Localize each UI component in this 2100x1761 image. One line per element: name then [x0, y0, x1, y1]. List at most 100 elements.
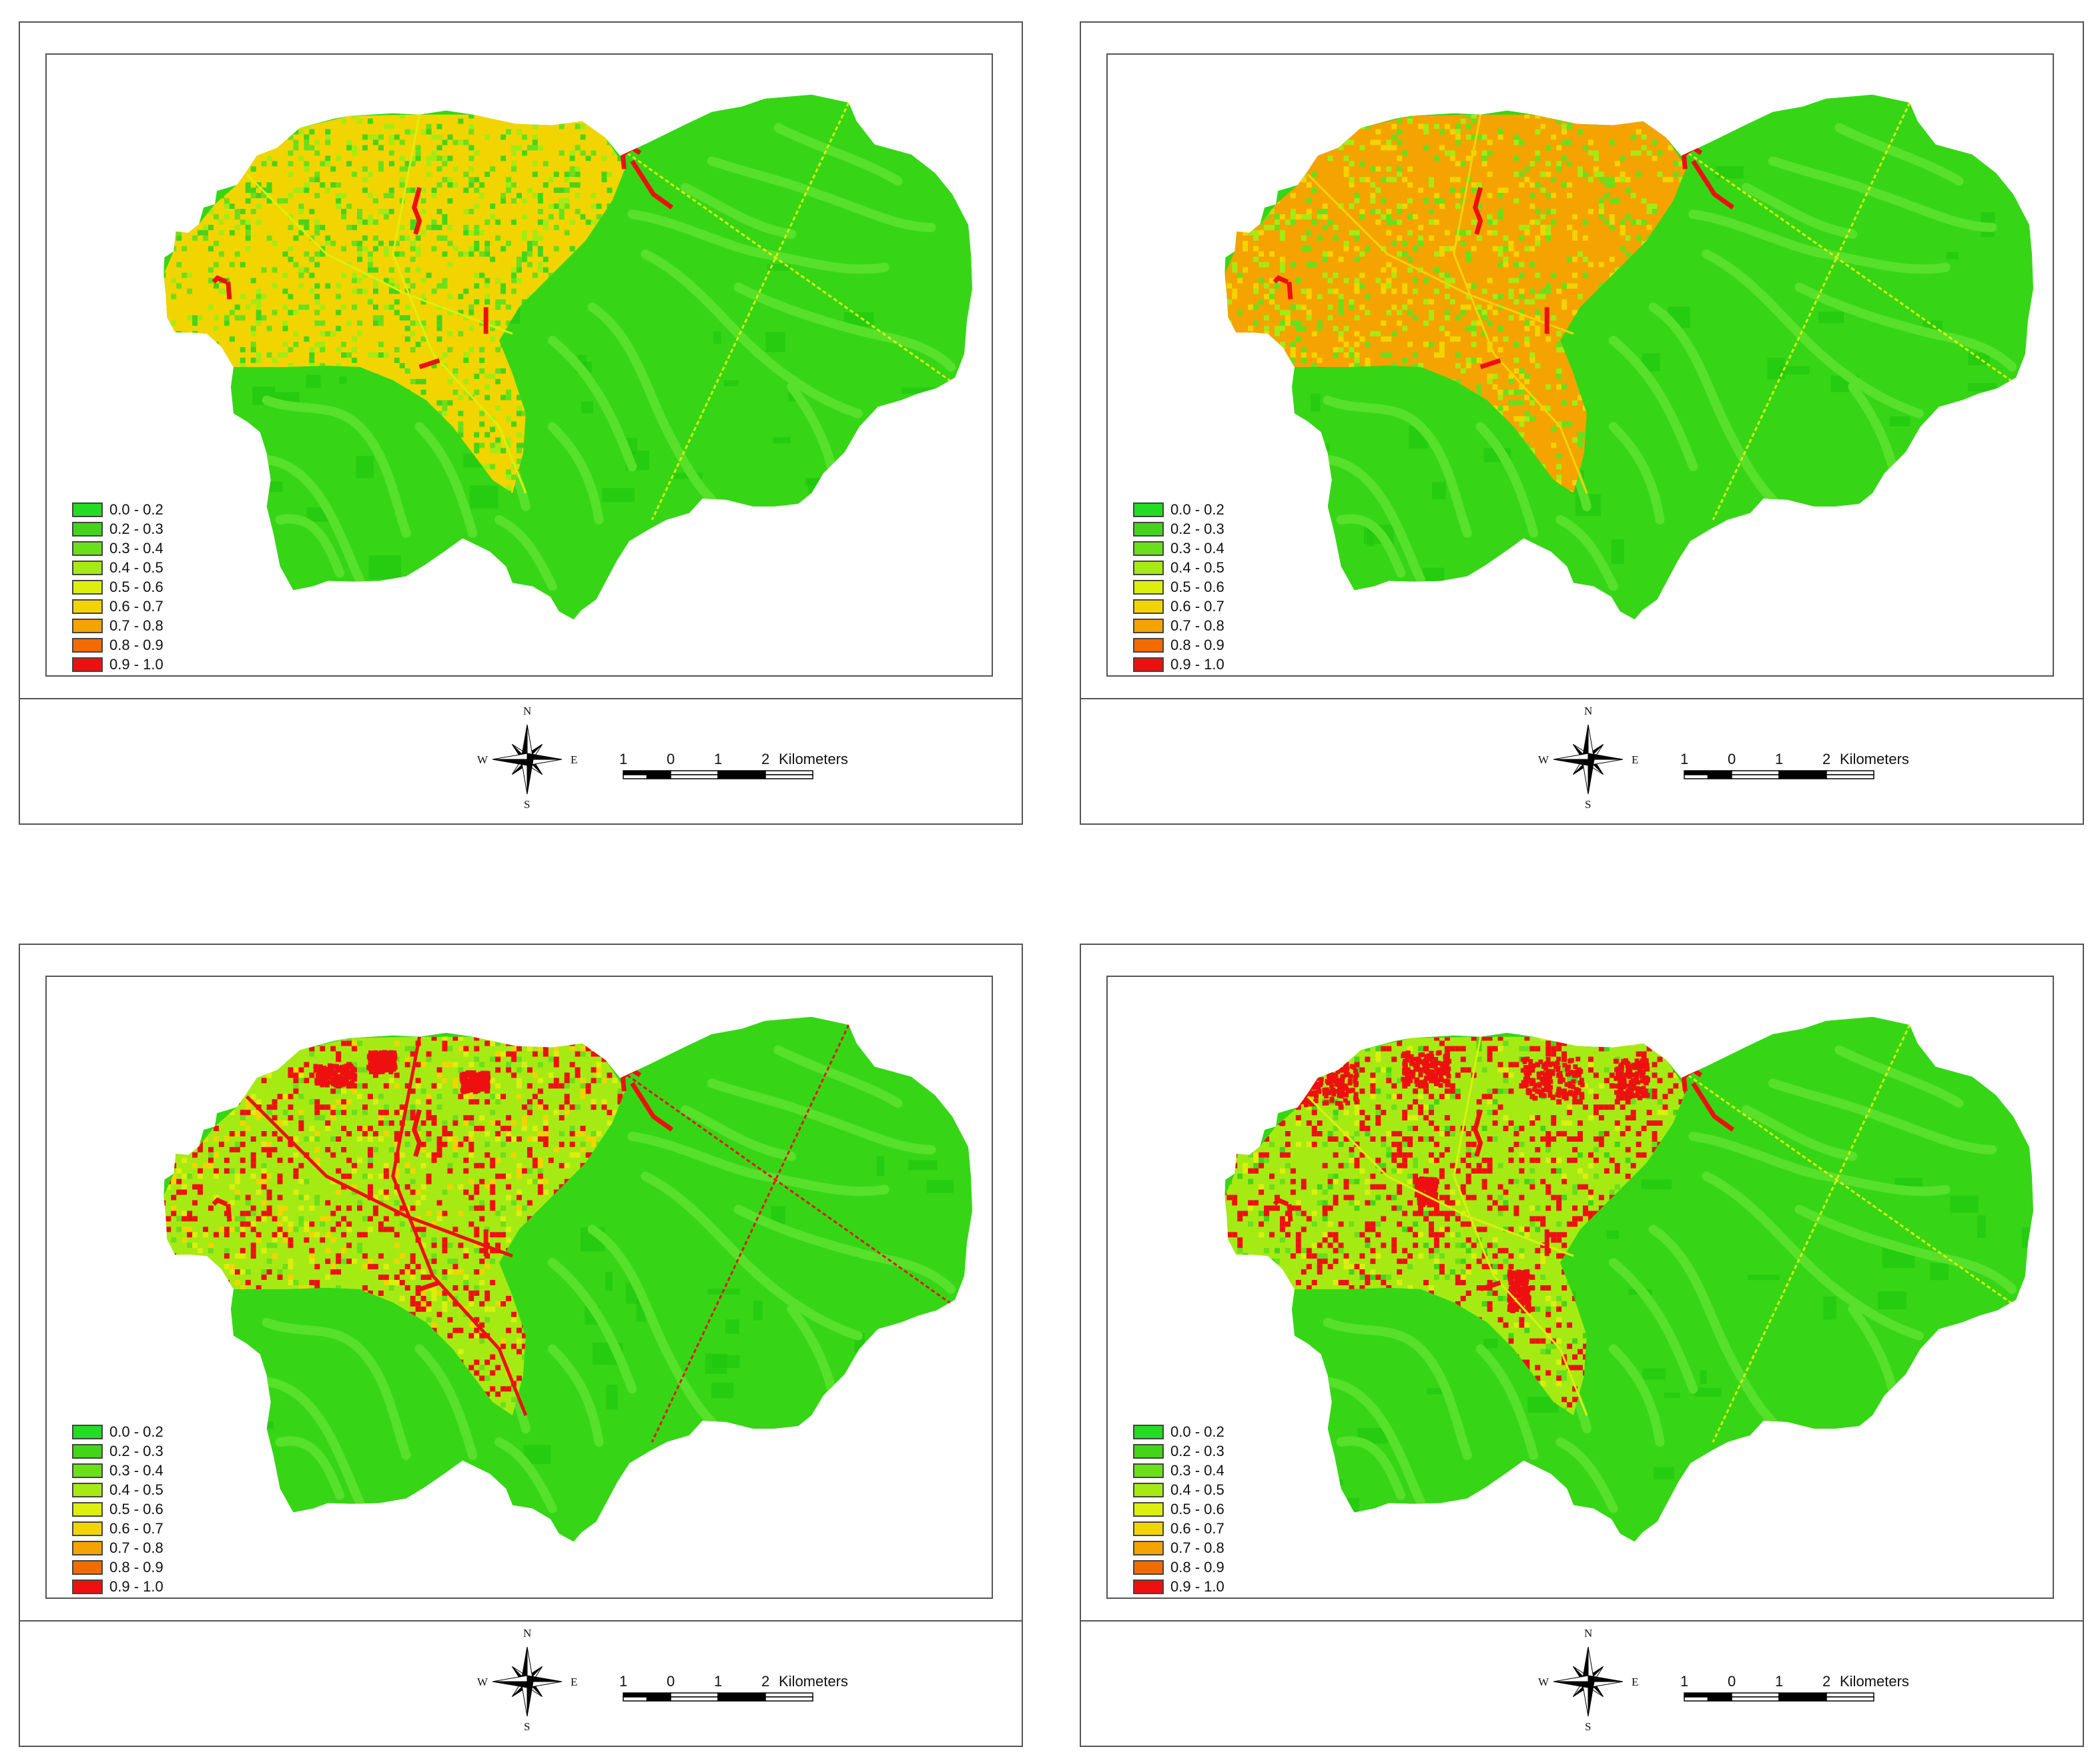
- legend-item: 0.7 - 0.8: [72, 1538, 163, 1557]
- legend-label: 0.4 - 0.5: [109, 559, 163, 576]
- legend-item: 0.9 - 1.0: [72, 655, 163, 674]
- high-suitability-feature: [418, 358, 440, 370]
- high-suitability-feature: [1273, 275, 1289, 284]
- north-arrow: N S W E: [1538, 1627, 1638, 1734]
- compass-e-label: E: [1632, 1676, 1639, 1688]
- legend-item: 0.4 - 0.5: [72, 558, 163, 577]
- scale-tick-label: 1: [1775, 1673, 1784, 1690]
- legend-label: 0.4 - 0.5: [1170, 559, 1224, 576]
- legend-label: 0.2 - 0.3: [109, 1442, 163, 1459]
- valley-stream: [733, 1204, 956, 1294]
- high-suitability-feature: [1691, 159, 1735, 210]
- legend-item: 0.0 - 0.2: [72, 500, 163, 519]
- valley-stream: [1848, 1304, 1897, 1394]
- valley-stream: [414, 1344, 478, 1460]
- legend-swatch: [1133, 1482, 1164, 1497]
- road-line: [1453, 1036, 1588, 1416]
- valley-stream: [707, 1078, 936, 1154]
- legend-item: 0.4 - 0.5: [1133, 558, 1224, 577]
- valley-stream: [1303, 1377, 1425, 1507]
- map-panel-bottom-left: 0.0 - 0.2 0.2 - 0.3 0.3 - 0.4 0.4 - 0.5 0.5 …: [19, 944, 1023, 1747]
- legend-item: 0.7 - 0.8: [1133, 616, 1224, 635]
- legend: 0.0 - 0.2 0.2 - 0.3 0.3 - 0.4 0.4 - 0.5 0.5 …: [72, 500, 163, 674]
- valley-stream: [1608, 422, 1665, 524]
- scale-tick-label: 1: [714, 1673, 723, 1690]
- valley-stream: [1702, 1171, 1924, 1341]
- road-line: [392, 114, 527, 494]
- compass-rose-icon: [492, 1646, 563, 1717]
- legend-label: 0.7 - 0.8: [1170, 617, 1224, 634]
- high-suitability-feature: [412, 1109, 422, 1157]
- legend-label: 0.9 - 1.0: [1170, 655, 1224, 673]
- legend-swatch: [72, 1501, 103, 1517]
- legend-label: 0.8 - 0.9: [1170, 636, 1224, 653]
- valley-stream: [1608, 1258, 1698, 1394]
- valley-stream: [275, 1436, 345, 1500]
- legend-swatch: [1133, 579, 1164, 595]
- valley-stream: [1323, 395, 1472, 538]
- valley-stream: [1608, 1344, 1665, 1447]
- road-line: [605, 1059, 969, 1317]
- compass-w-label: W: [1538, 753, 1549, 766]
- valley-stream: [494, 1437, 557, 1513]
- road-line: [1712, 1024, 1911, 1443]
- legend-swatch: [72, 502, 103, 517]
- valley-stream: [1648, 1224, 1778, 1427]
- legend-swatch: [72, 1482, 103, 1497]
- valley-stream: [1834, 123, 1964, 186]
- compass-s-label: S: [1585, 1720, 1592, 1733]
- legend-label: 0.5 - 0.6: [1170, 1500, 1224, 1517]
- layout-divider: [20, 698, 1022, 699]
- legend-swatch: [1133, 521, 1164, 537]
- valley-stream: [641, 249, 863, 418]
- compass-w-label: W: [477, 1676, 488, 1688]
- valley-stream: [1741, 1105, 1858, 1161]
- valley-stream: [1555, 515, 1618, 591]
- high-suitability-feature: [418, 1280, 440, 1292]
- scale-unit-label: Kilometers: [779, 1673, 848, 1690]
- scale-tick-label: 2: [761, 1673, 770, 1690]
- legend-item: 0.8 - 0.9: [1133, 635, 1224, 655]
- legend-label: 0.8 - 0.9: [1170, 1558, 1224, 1575]
- urban-zone: [1224, 1036, 1687, 1416]
- legend-item: 0.4 - 0.5: [1133, 1480, 1224, 1499]
- road-line: [1666, 137, 2030, 395]
- legend-label: 0.6 - 0.7: [109, 1519, 163, 1537]
- legend: 0.0 - 0.2 0.2 - 0.3 0.3 - 0.4 0.4 - 0.5 0.5 …: [72, 1422, 163, 1596]
- legend-swatch: [1133, 657, 1164, 672]
- compass-n-label: N: [1584, 705, 1593, 717]
- legend-item: 0.2 - 0.3: [1133, 1441, 1224, 1461]
- high-suitability-feature: [1473, 1109, 1483, 1157]
- high-suitability-feature: [1287, 282, 1293, 300]
- valley-stream: [787, 382, 836, 472]
- legend-item: 0.6 - 0.7: [72, 1519, 163, 1538]
- road-line: [1666, 1059, 2030, 1317]
- legend-item: 0.6 - 0.7: [1133, 1519, 1224, 1538]
- valley-stream: [680, 1105, 797, 1161]
- legend-item: 0.0 - 0.2: [72, 1422, 163, 1441]
- layout-divider: [1081, 1620, 2083, 1622]
- valley-stream: [1702, 249, 1924, 418]
- scale-tick-label: 1: [1775, 751, 1784, 767]
- scale-tick-label: 0: [1728, 751, 1736, 767]
- scale-tick-label: 1: [1680, 1673, 1689, 1690]
- legend-swatch: [1133, 560, 1164, 575]
- valley-stream: [262, 1317, 411, 1460]
- legend-swatch: [72, 599, 103, 614]
- legend-swatch: [1133, 502, 1164, 517]
- valley-stream: [1794, 282, 2017, 372]
- valley-stream: [587, 302, 717, 505]
- compass-n-label: N: [1584, 1627, 1593, 1640]
- compass-w-label: W: [477, 753, 488, 766]
- map-panel-bottom-right: 0.0 - 0.2 0.2 - 0.3 0.3 - 0.4 0.4 - 0.5 0.5 …: [1080, 944, 2084, 1747]
- map-frame: 0.0 - 0.2 0.2 - 0.3 0.3 - 0.4 0.4 - 0.5 0.5 …: [1106, 53, 2054, 677]
- urban-zone: [1224, 114, 1687, 494]
- road-line: [391, 1036, 528, 1417]
- north-arrow: N S W E: [477, 705, 577, 811]
- valley-stream: [262, 395, 411, 538]
- legend-label: 0.4 - 0.5: [1170, 1481, 1224, 1498]
- legend-swatch: [1133, 541, 1164, 556]
- legend-item: 0.3 - 0.4: [1133, 539, 1224, 558]
- legend-swatch: [1133, 1579, 1164, 1594]
- high-suitability-feature: [1473, 187, 1483, 235]
